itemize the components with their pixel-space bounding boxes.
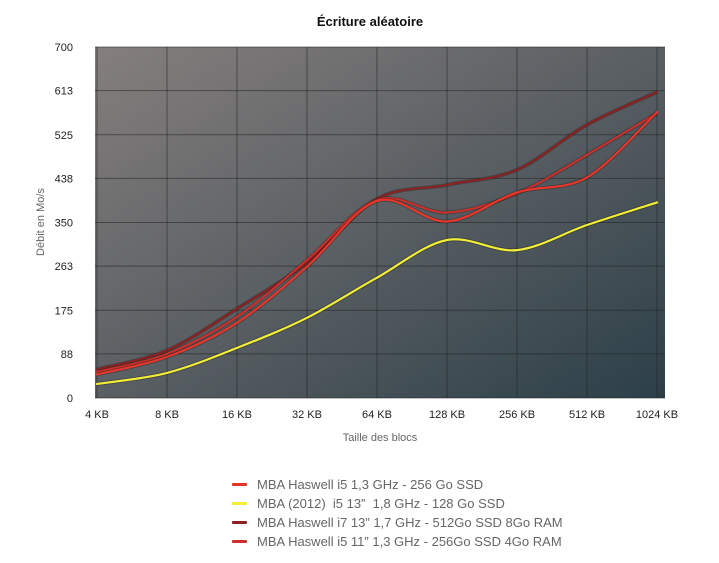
chart-title: Écriture aléatoire [317,14,423,29]
y-tick-label: 175 [55,305,73,317]
x-tick-label: 128 KB [429,409,465,421]
y-tick-label: 263 [55,261,73,273]
legend-label: MBA (2012) i5 13” 1,8 GHz - 128 Go SSD [257,496,505,511]
x-tick-label: 512 KB [569,409,605,421]
y-tick-label: 438 [55,173,73,185]
legend-swatch [232,502,247,505]
y-axis-ticks: 0 88 175 263 350 438 525 613 700 [55,42,73,405]
legend-label: MBA Haswell i7 13” 1,7 GHz - 512Go SSD 8… [257,515,563,530]
x-tick-label: 4 KB [85,409,109,421]
x-tick-label: 1024 KB [636,409,678,421]
x-tick-label: 64 KB [362,409,392,421]
y-tick-label: 700 [55,42,73,54]
grid-lines [95,46,665,399]
y-tick-label: 0 [67,393,73,405]
legend-swatch [232,540,247,543]
legend-swatch [232,521,247,524]
y-tick-label: 350 [55,218,73,230]
y-tick-label: 525 [55,130,73,142]
x-tick-label: 16 KB [222,409,252,421]
legend-item: MBA Haswell i7 13” 1,7 GHz - 512Go SSD 8… [232,513,563,532]
legend-label: MBA Haswell i5 11” 1,3 GHz - 256Go SSD 4… [257,534,562,549]
legend-item: MBA Haswell i5 1,3 GHz - 256 Go SSD [232,475,563,494]
x-axis-label: Taille des blocs [343,432,418,444]
y-tick-label: 88 [61,349,73,361]
y-tick-label: 613 [55,86,73,98]
series-lines [95,90,659,386]
x-tick-label: 8 KB [155,409,179,421]
legend-swatch [232,483,247,486]
x-axis-ticks: 4 KB 8 KB 16 KB 32 KB 64 KB 128 KB 256 KB 512 K… [85,409,678,421]
series-line [95,111,659,376]
y-axis-label: Débit en Mo/s [35,188,47,256]
x-tick-label: 32 KB [292,409,322,421]
x-tick-label: 256 KB [499,409,535,421]
legend: MBA Haswell i5 1,3 GHz - 256 Go SSD MBA (… [232,475,563,551]
series-line [95,201,659,386]
legend-label: MBA Haswell i5 1,3 GHz - 256 Go SSD [257,477,484,492]
legend-item: MBA Haswell i5 11” 1,3 GHz - 256Go SSD 4… [232,532,563,551]
legend-item: MBA (2012) i5 13” 1,8 GHz - 128 Go SSD [232,494,563,513]
